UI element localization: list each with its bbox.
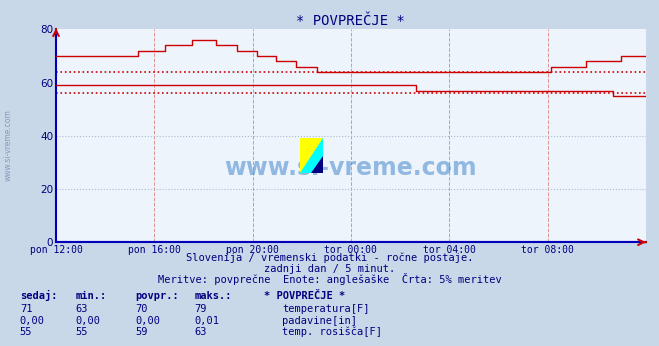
- Polygon shape: [300, 138, 323, 173]
- Text: zadnji dan / 5 minut.: zadnji dan / 5 minut.: [264, 264, 395, 274]
- Text: Slovenija / vremenski podatki - ročne postaje.: Slovenija / vremenski podatki - ročne po…: [186, 253, 473, 263]
- Text: povpr.:: povpr.:: [135, 291, 179, 301]
- Text: sedaj:: sedaj:: [20, 290, 57, 301]
- Text: www.si-vreme.com: www.si-vreme.com: [225, 156, 477, 180]
- Text: 55: 55: [76, 327, 88, 337]
- Text: * POVPREČJE *: * POVPREČJE *: [264, 291, 345, 301]
- Text: 71: 71: [20, 304, 32, 314]
- Text: 0,01: 0,01: [194, 316, 219, 326]
- Text: 59: 59: [135, 327, 148, 337]
- Text: 63: 63: [194, 327, 207, 337]
- Text: www.si-vreme.com: www.si-vreme.com: [3, 109, 13, 181]
- Text: temperatura[F]: temperatura[F]: [282, 304, 370, 314]
- Text: Meritve: povprečne  Enote: anglešaške  Črta: 5% meritev: Meritve: povprečne Enote: anglešaške Črt…: [158, 273, 501, 285]
- Text: maks.:: maks.:: [194, 291, 232, 301]
- Text: 0,00: 0,00: [135, 316, 160, 326]
- Text: 79: 79: [194, 304, 207, 314]
- Polygon shape: [312, 156, 323, 173]
- Polygon shape: [300, 138, 323, 173]
- Text: 70: 70: [135, 304, 148, 314]
- Text: min.:: min.:: [76, 291, 107, 301]
- Title: * POVPREČJE *: * POVPREČJE *: [297, 14, 405, 28]
- Text: 63: 63: [76, 304, 88, 314]
- Text: padavine[in]: padavine[in]: [282, 316, 357, 326]
- Text: 0,00: 0,00: [20, 316, 45, 326]
- Text: 55: 55: [20, 327, 32, 337]
- Text: 0,00: 0,00: [76, 316, 101, 326]
- Text: temp. rosišča[F]: temp. rosišča[F]: [282, 326, 382, 337]
